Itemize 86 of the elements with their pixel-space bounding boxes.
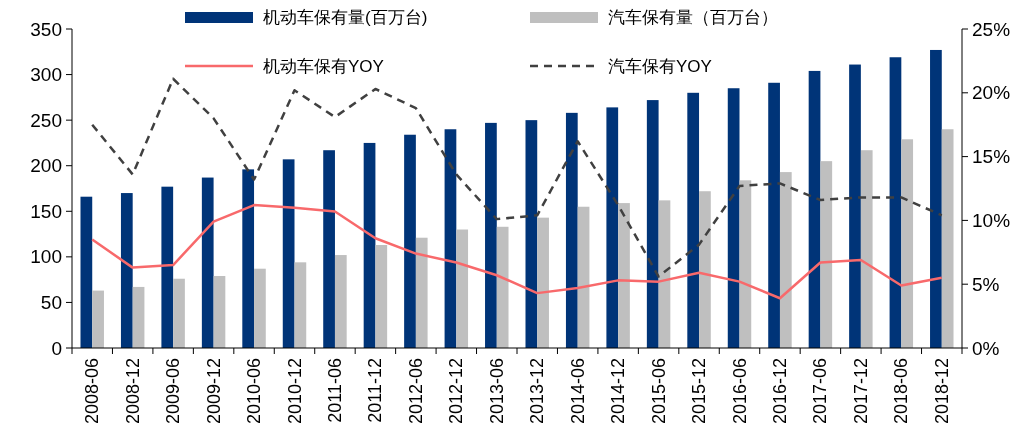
bar [565,112,578,348]
legend-label: 机动车保有YOY [263,56,384,76]
x-tick-label: 2008-06 [82,358,103,425]
bar [254,268,266,348]
x-tick-label: 2015-12 [689,358,710,425]
bar [294,262,307,348]
x-tick-label: 2009-12 [203,358,224,425]
legend-label: 汽车保有量（百万台） [608,7,778,27]
bar [687,92,700,348]
bar [242,169,255,348]
y2-tick-label: 10% [972,209,1011,231]
bar [92,290,104,348]
x-tick-label: 2013-12 [527,358,548,425]
y-tick-label: 0 [51,337,62,359]
bar [334,255,347,348]
x-tick-label: 2018-12 [931,358,952,425]
x-tick-label: 2013-06 [486,358,507,425]
x-tick-label: 2009-06 [163,358,184,425]
y-tick-label: 300 [30,64,62,86]
bar [606,107,619,348]
bar [577,206,590,348]
bar [323,150,335,348]
bar [496,226,509,348]
x-tick-label: 2014-06 [567,358,588,425]
bar [768,82,780,348]
x-tick-label: 2017-06 [810,358,831,425]
bar [820,161,833,348]
y2-tick-label: 20% [972,82,1011,104]
bar [161,186,174,348]
x-tick-label: 2008-12 [122,358,143,425]
bar [618,203,630,348]
y-tick-label: 150 [30,200,62,222]
bar [727,88,740,348]
bar [525,120,538,348]
bar [213,276,226,348]
bar [889,57,902,348]
bar [849,64,861,348]
y2-tick-label: 15% [972,146,1011,168]
bar [930,49,942,348]
line-series [90,203,944,300]
y2-tick-label: 25% [972,18,1011,40]
bar [941,129,954,348]
x-tick-label: 2011-12 [365,358,386,423]
y-tick-label: 100 [30,246,62,268]
y-tick-label: 250 [30,109,62,131]
bar [658,200,671,348]
bar [282,159,295,348]
x-tick-label: 2016-12 [769,358,790,425]
x-tick-label: 2017-12 [850,358,871,425]
legend-label: 汽车保有YOY [608,56,712,76]
bar [699,191,711,348]
bar [485,122,497,348]
x-tick-label: 2018-06 [891,358,912,425]
bar [363,142,376,348]
bar [779,172,792,348]
bar [375,245,388,348]
bar [646,100,659,348]
x-tick-label: 2010-12 [284,358,305,425]
bar [404,134,416,348]
y2-tick-label: 5% [972,273,1000,295]
bar [444,129,457,348]
x-tick-label: 2012-12 [446,358,467,425]
bar [201,177,214,348]
x-tick-label: 2011-06 [324,358,345,423]
y-tick-label: 200 [30,155,62,177]
bar [120,193,133,348]
bar [415,237,428,348]
bar [901,139,914,348]
y-tick-label: 50 [40,291,62,313]
bar [80,196,93,348]
bar [860,150,873,348]
x-tick-label: 2016-06 [729,358,750,425]
x-tick-label: 2012-06 [405,358,426,425]
y-tick-label: 350 [30,18,62,40]
bar [456,229,469,348]
bar [132,286,145,348]
x-tick-label: 2014-12 [608,358,629,425]
y2-tick-label: 0% [972,337,1000,359]
x-tick-label: 2015-06 [648,358,669,425]
legend-label: 机动车保有量(百万台) [263,7,428,27]
line-series [90,77,944,278]
bar [173,278,185,348]
bar [808,70,821,348]
bar [537,217,549,348]
x-tick-label: 2010-06 [244,358,265,425]
bar [739,180,752,348]
